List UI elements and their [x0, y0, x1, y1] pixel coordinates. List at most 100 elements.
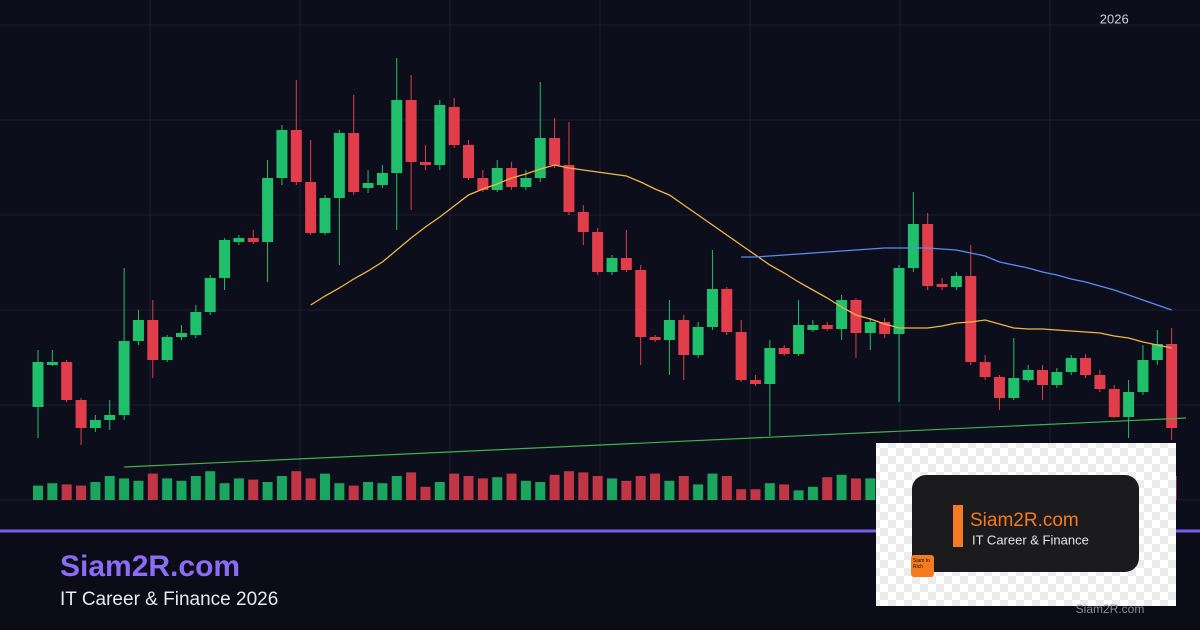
candle-body [635, 270, 647, 337]
candle-body [247, 238, 259, 242]
volume-bar [850, 478, 861, 500]
volume-bar [664, 480, 675, 500]
volume-bar [190, 476, 201, 500]
volume-bar [865, 478, 876, 500]
candle-body [376, 173, 388, 185]
candle-body [463, 145, 474, 178]
candle-body [290, 130, 302, 182]
candle-body [606, 258, 618, 272]
candle-body [1008, 378, 1020, 398]
volume-bar [434, 482, 445, 500]
volume-bar [377, 483, 388, 500]
volume-bar [764, 483, 775, 500]
volume-bar [334, 483, 345, 500]
candle-body [520, 178, 532, 187]
candle-body [104, 415, 116, 420]
volume-bar [47, 483, 58, 500]
candle-body [965, 276, 977, 362]
candle-body [147, 320, 159, 360]
footer-tagline: IT Career & Finance 2026 [60, 589, 278, 610]
logo-tagline: IT Career & Finance [972, 532, 1089, 547]
candle-body [448, 107, 460, 145]
logo-icon [911, 555, 934, 577]
candle-body [262, 178, 274, 242]
volume-bar [535, 482, 546, 500]
volume-bar [520, 480, 531, 500]
candle-body [118, 341, 130, 415]
candle-body [979, 362, 991, 377]
volume-bar [736, 489, 747, 500]
volume-bar [205, 471, 216, 500]
candle-body [491, 168, 503, 190]
candle-body [305, 182, 317, 233]
candle-body [89, 420, 101, 428]
candle-body [161, 337, 173, 360]
candle-body [333, 133, 345, 198]
candle-body [836, 300, 848, 329]
trendline [124, 417, 1187, 468]
volume-bar [90, 482, 101, 500]
candle-body [276, 130, 288, 178]
candle-body [1022, 370, 1034, 380]
logo-icon-text: Siam to Rich [913, 558, 930, 570]
candle-body [649, 337, 661, 340]
volume-bar [119, 478, 130, 500]
volume-bar [233, 478, 244, 500]
volume-bar [33, 485, 43, 500]
candle-body [879, 322, 891, 334]
volume-bar [219, 483, 230, 500]
volume-bar [420, 486, 431, 500]
candle-body [1123, 392, 1135, 417]
volume-bar [635, 476, 646, 500]
volume-bar [463, 476, 474, 500]
volume-bar [836, 474, 847, 500]
candle-body [563, 165, 575, 212]
logo-name: Siam2R.com [970, 510, 1079, 531]
candle-body [663, 320, 675, 340]
volume-bar [506, 473, 517, 500]
candle-body [534, 138, 546, 178]
volume-bar [76, 485, 87, 500]
candle-body [922, 224, 934, 286]
candle-body [348, 133, 360, 192]
candle-body [1037, 370, 1048, 385]
candle-body [821, 325, 833, 329]
volume-bar [133, 480, 144, 500]
volume-bar [162, 478, 173, 500]
candle-body [850, 300, 862, 333]
candle-body [190, 312, 202, 335]
volume-bar [822, 477, 833, 500]
candle-body [592, 232, 604, 272]
candle-body [434, 105, 446, 165]
volume-bar [406, 472, 417, 500]
candle-body [176, 333, 187, 337]
candle-body [577, 212, 589, 232]
candle-body [319, 198, 331, 233]
x-tick-label: 2026 [1100, 11, 1129, 26]
candle-body [549, 138, 561, 165]
candle-body [477, 178, 489, 190]
volume-bar [147, 473, 158, 500]
candle-body [46, 362, 58, 365]
candle-body [864, 322, 876, 333]
candle-body [391, 100, 403, 173]
volume-bar [793, 490, 804, 500]
candle-body [132, 320, 144, 341]
logo-bar [953, 505, 963, 547]
candle-body [620, 258, 632, 270]
candle-body [907, 224, 919, 268]
candle-body [721, 289, 733, 332]
candle-body [950, 276, 962, 287]
candle-body [75, 400, 87, 428]
candle-body [1080, 358, 1092, 375]
volume-bar [276, 476, 287, 500]
moving-average [310, 164, 1172, 349]
candle-body [219, 240, 231, 278]
volume-bar [363, 482, 374, 500]
candle-body [936, 284, 948, 287]
candle-body [678, 320, 690, 355]
volume-bar [750, 489, 761, 500]
volume-bar [807, 486, 818, 500]
candle-body [233, 238, 245, 242]
